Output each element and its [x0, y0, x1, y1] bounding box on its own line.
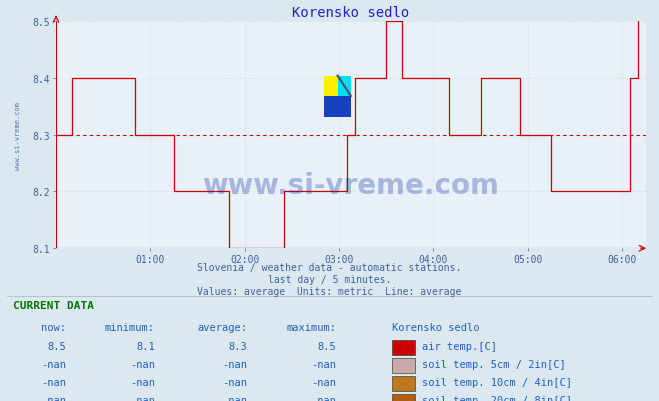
- Bar: [392, 376, 415, 391]
- Text: -nan: -nan: [41, 377, 66, 387]
- Text: -nan: -nan: [130, 359, 155, 369]
- Text: soil temp. 5cm / 2in[C]: soil temp. 5cm / 2in[C]: [422, 359, 565, 369]
- Text: CURRENT DATA: CURRENT DATA: [13, 300, 94, 310]
- Text: -nan: -nan: [41, 359, 66, 369]
- Text: -nan: -nan: [311, 359, 336, 369]
- Text: now:: now:: [41, 322, 66, 332]
- Text: -nan: -nan: [130, 377, 155, 387]
- FancyBboxPatch shape: [324, 77, 337, 97]
- Bar: [392, 358, 415, 373]
- Text: 8.1: 8.1: [136, 341, 155, 351]
- Text: -nan: -nan: [222, 395, 247, 401]
- Text: average:: average:: [197, 322, 247, 332]
- Text: -nan: -nan: [311, 395, 336, 401]
- Text: soil temp. 20cm / 8in[C]: soil temp. 20cm / 8in[C]: [422, 395, 572, 401]
- Text: -nan: -nan: [41, 395, 66, 401]
- Text: minimum:: minimum:: [105, 322, 155, 332]
- Text: Korensko sedlo: Korensko sedlo: [392, 322, 480, 332]
- FancyBboxPatch shape: [337, 77, 351, 97]
- Text: Values: average  Units: metric  Line: average: Values: average Units: metric Line: aver…: [197, 287, 462, 297]
- Text: -nan: -nan: [311, 377, 336, 387]
- Text: 8.3: 8.3: [229, 341, 247, 351]
- Bar: [392, 394, 415, 401]
- Text: last day / 5 minutes.: last day / 5 minutes.: [268, 275, 391, 285]
- Text: 8.5: 8.5: [47, 341, 66, 351]
- Text: -nan: -nan: [130, 395, 155, 401]
- Text: www.si-vreme.com: www.si-vreme.com: [202, 171, 500, 199]
- Text: -nan: -nan: [222, 359, 247, 369]
- Text: maximum:: maximum:: [286, 322, 336, 332]
- Text: www.si-vreme.com: www.si-vreme.com: [14, 101, 20, 169]
- Text: -nan: -nan: [222, 377, 247, 387]
- FancyBboxPatch shape: [324, 97, 351, 117]
- Text: air temp.[C]: air temp.[C]: [422, 341, 497, 351]
- Text: soil temp. 10cm / 4in[C]: soil temp. 10cm / 4in[C]: [422, 377, 572, 387]
- Text: 8.5: 8.5: [318, 341, 336, 351]
- Bar: [392, 340, 415, 356]
- Title: Korensko sedlo: Korensko sedlo: [293, 6, 409, 20]
- Text: Slovenia / weather data - automatic stations.: Slovenia / weather data - automatic stat…: [197, 263, 462, 273]
